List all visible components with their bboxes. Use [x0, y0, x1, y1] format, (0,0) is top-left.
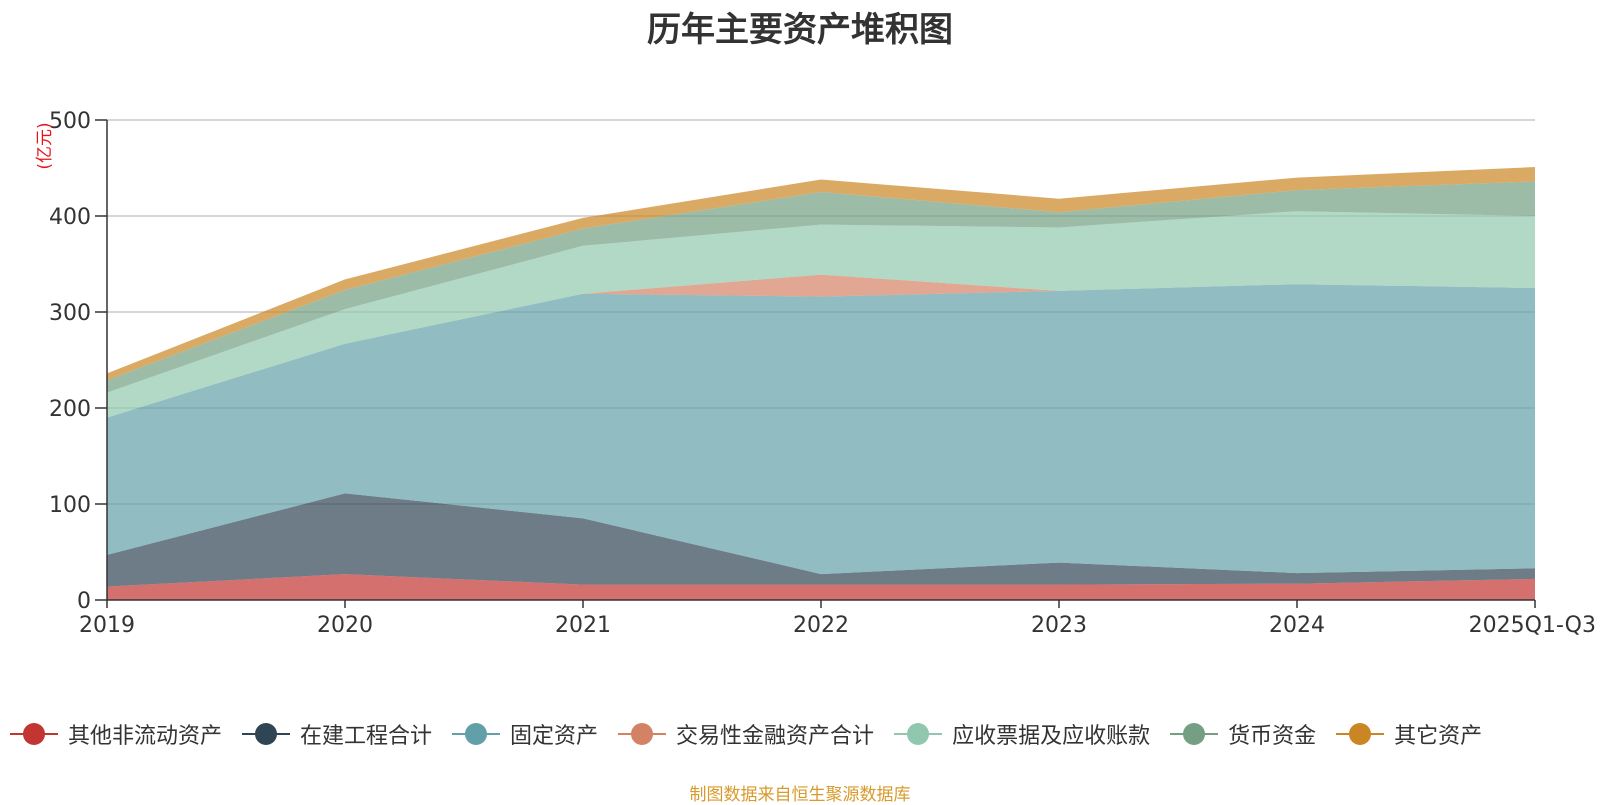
axes: 0 100 200 300 400 500 2019 2020 2021 2022 2023 2024… — [49, 109, 1596, 638]
x-tick-label: 2019 — [79, 613, 135, 638]
legend-marker-icon — [894, 722, 943, 746]
legend: 其他非流动资产 在建工程合计 固定资产 交易性金融资产合计 应收票据及应收账款 货币资金 其… — [10, 716, 1600, 752]
area-series-4 — [107, 211, 1535, 418]
x-tick-label: 2021 — [555, 613, 611, 638]
area-series-5 — [107, 181, 1535, 393]
y-axis-unit-label: (亿元) — [35, 122, 55, 169]
legend-label: 交易性金融资产合计 — [676, 724, 875, 749]
legend-label: 应收票据及应收账款 — [952, 724, 1151, 749]
x-tick-label: 2023 — [1031, 613, 1087, 638]
y-tick-label: 200 — [49, 397, 91, 422]
legend-marker-icon — [242, 722, 291, 746]
legend-marker-icon — [452, 722, 501, 746]
y-tick-label: 400 — [49, 205, 91, 230]
area-series-6 — [107, 167, 1535, 381]
legend-item[interactable]: 交易性金融资产合计 — [618, 718, 874, 750]
legend-label: 在建工程合计 — [300, 724, 433, 749]
legend-label: 固定资产 — [510, 724, 599, 749]
legend-item[interactable]: 固定资产 — [452, 718, 598, 750]
legend-label: 其它资产 — [1394, 724, 1483, 749]
y-tick-label: 100 — [49, 493, 91, 518]
legend-label: 其他非流动资产 — [68, 724, 223, 749]
legend-item[interactable]: 其他非流动资产 — [10, 718, 222, 750]
y-tick-label: 0 — [77, 589, 91, 614]
area-series-2 — [107, 284, 1535, 575]
source-note: 制图数据来自恒生聚源数据库 — [689, 785, 911, 805]
y-tick-label: 500 — [49, 109, 91, 134]
legend-marker-icon — [1336, 722, 1385, 746]
x-tick-label: 2022 — [793, 613, 849, 638]
x-tick-label: 2025Q1-Q3 — [1469, 613, 1596, 638]
legend-label: 货币资金 — [1228, 724, 1317, 749]
area-series-0 — [107, 574, 1535, 600]
x-tick-label: 2024 — [1269, 613, 1325, 638]
x-tick-label: 2020 — [317, 613, 373, 638]
y-tick-label: 300 — [49, 301, 91, 326]
legend-item[interactable]: 其它资产 — [1336, 718, 1482, 750]
chart-title: 历年主要资产堆积图 — [647, 10, 953, 50]
legend-marker-icon — [1170, 722, 1219, 746]
legend-marker-icon — [618, 722, 667, 746]
area-series — [107, 167, 1535, 600]
legend-marker-icon — [10, 722, 58, 746]
area-series-1 — [107, 493, 1535, 587]
legend-item[interactable]: 在建工程合计 — [242, 718, 432, 750]
legend-item[interactable]: 货币资金 — [1170, 718, 1316, 750]
legend-item[interactable]: 应收票据及应收账款 — [894, 718, 1150, 750]
